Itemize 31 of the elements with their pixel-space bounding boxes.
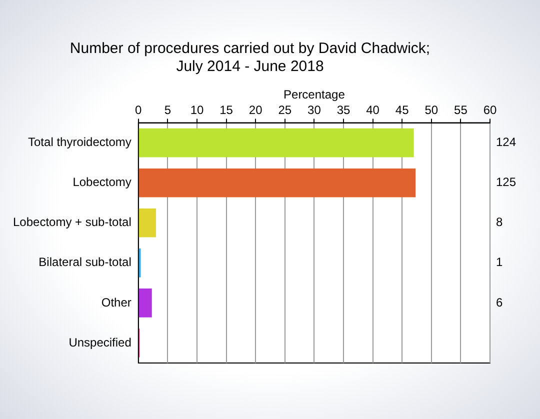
y2-tick-label: 125	[496, 175, 516, 190]
bar	[138, 168, 416, 198]
x-tick-label: 25	[278, 102, 292, 117]
bar	[138, 288, 152, 318]
y-tick-label: Other	[101, 295, 132, 310]
x-tick-label: 60	[483, 102, 497, 117]
x-tick-label: 0	[135, 102, 142, 117]
x-tick-label: 45	[395, 102, 410, 117]
y2-tick-label: 8	[496, 215, 503, 230]
y2-tick-label: 6	[496, 295, 503, 310]
y-tick-label: Bilateral sub-total	[38, 255, 132, 270]
x-tick-label: 55	[454, 102, 468, 117]
x-tick-label: 30	[308, 102, 322, 117]
x-tick-label: 35	[336, 102, 350, 117]
x-tick-label: 15	[220, 102, 234, 117]
text: Number of procedures carried out by David Chadwick;	[70, 40, 430, 58]
x-tick-label: 10	[190, 102, 204, 117]
y2-tick-label: 124	[496, 135, 516, 150]
y2-tick-label: 1	[496, 255, 503, 270]
bar	[138, 128, 414, 158]
x-axis-title: Percentage	[284, 88, 346, 102]
y-tick-label: Total thyroidectomy	[28, 135, 132, 150]
y-tick-label: Unspecified	[68, 335, 132, 350]
x-tick-label: 40	[366, 102, 380, 117]
x-tick-label: 5	[164, 102, 172, 117]
x-tick-label: 20	[248, 102, 263, 117]
y-tick-label: Lobectomy	[72, 175, 132, 190]
y-tick-label: Lobectomy + sub-total	[12, 215, 132, 230]
bar	[138, 208, 156, 238]
text: July 2014 - June 2018	[176, 58, 324, 76]
x-tick-label: 50	[424, 102, 438, 117]
